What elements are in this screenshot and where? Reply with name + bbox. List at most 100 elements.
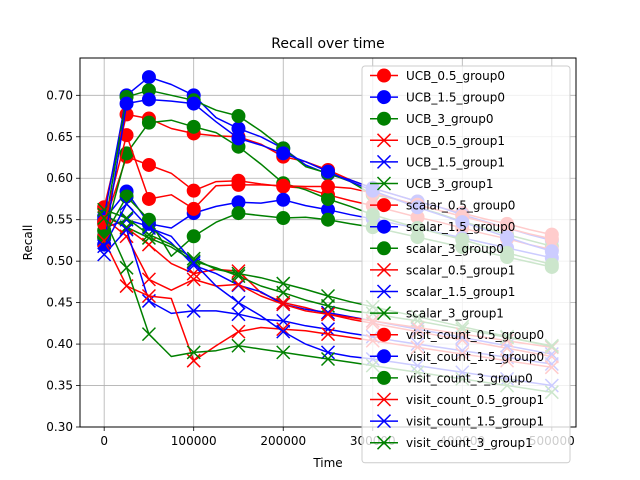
data-point — [141, 327, 156, 342]
data-point — [119, 128, 134, 143]
data-point — [276, 297, 291, 312]
legend-entry: UCB_1.5_group0 — [370, 90, 505, 105]
data-point — [119, 229, 134, 244]
data-point — [321, 212, 335, 227]
data-point — [186, 255, 201, 270]
y-tick-label: 0.60 — [46, 171, 73, 185]
legend-marker — [376, 176, 392, 191]
data-point — [320, 327, 336, 342]
y-tick-label: 0.55 — [46, 213, 73, 227]
legend-entry: visit_count_1.5_group1 — [370, 414, 544, 429]
x-tick-label: 200000 — [260, 434, 306, 448]
legend-marker — [377, 90, 391, 105]
data-point — [320, 288, 336, 304]
legend-label: scalar_3_group1 — [406, 307, 504, 321]
legend-label: visit_count_0.5_group0 — [406, 328, 544, 342]
legend-entry: UCB_3_group1 — [370, 176, 494, 191]
chart-title: Recall over time — [271, 36, 385, 52]
data-point — [276, 146, 291, 161]
data-point — [231, 324, 246, 339]
data-point — [186, 201, 201, 216]
legend-entry: scalar_0.5_group1 — [370, 262, 515, 277]
data-point — [119, 196, 134, 211]
legend-entry: scalar_1.5_group1 — [370, 284, 515, 299]
data-point — [320, 307, 336, 322]
data-point — [320, 305, 336, 320]
data-point — [276, 192, 291, 207]
data-point — [320, 351, 336, 367]
legend-marker — [377, 219, 391, 234]
data-point — [119, 222, 134, 237]
legend-entry: UCB_1.5_group1 — [370, 154, 505, 169]
data-point — [186, 272, 201, 287]
data-point — [141, 220, 156, 236]
legend-label: visit_count_1.5_group1 — [406, 415, 544, 429]
legend-marker — [376, 284, 392, 299]
legend-label: scalar_1.5_group1 — [406, 285, 515, 299]
legend-marker — [377, 370, 391, 385]
legend-label: UCB_1.5_group1 — [406, 155, 505, 169]
data-point — [231, 206, 246, 221]
legend-marker — [376, 392, 392, 407]
data-point — [141, 115, 156, 130]
legend-entry: scalar_3_group0 — [370, 241, 504, 256]
data-point — [119, 260, 134, 275]
legend-entry: scalar_1.5_group0 — [370, 219, 515, 234]
data-point — [321, 164, 335, 179]
legend-marker — [376, 414, 392, 429]
legend-label: UCB_1.5_group0 — [406, 91, 505, 105]
data-point — [231, 266, 246, 281]
data-point — [276, 324, 291, 339]
legend: UCB_0.5_group0 UCB_1.5_group0 UCB_3_group0… — [361, 65, 571, 464]
data-point — [231, 131, 246, 146]
data-point — [119, 96, 134, 111]
data-point — [276, 295, 291, 310]
data-point — [231, 295, 246, 310]
data-point — [231, 109, 246, 124]
data-point — [321, 191, 335, 206]
data-point — [186, 96, 201, 111]
data-point — [231, 307, 246, 322]
legend-marker — [376, 435, 392, 450]
legend-marker — [376, 133, 392, 148]
legend-entry: scalar_0.5_group0 — [370, 198, 515, 213]
legend-label: scalar_0.5_group0 — [406, 199, 515, 213]
y-tick-label: 0.45 — [46, 296, 73, 310]
legend-label: visit_count_3_group0 — [406, 371, 533, 385]
y-tick-label: 0.70 — [46, 88, 73, 102]
x-tick-label: 0 — [100, 434, 108, 448]
data-point — [276, 178, 291, 193]
data-point — [119, 189, 134, 204]
data-point — [186, 345, 201, 360]
legend-marker — [376, 306, 392, 321]
legend-label: UCB_0.5_group0 — [406, 69, 505, 83]
data-point — [231, 277, 246, 292]
legend-label: visit_count_3_group1 — [406, 436, 533, 450]
y-axis-ticks: 0.30 0.35 0.40 0.45 0.50 0.55 0.60 0.65 0.70 — [46, 88, 80, 434]
legend-label: UCB_0.5_group1 — [406, 134, 505, 148]
legend-marker — [377, 198, 391, 213]
data-point — [141, 92, 156, 107]
data-point — [231, 264, 246, 279]
legend-marker — [377, 327, 391, 342]
data-point — [186, 229, 201, 244]
legend-entry: UCB_3_group0 — [370, 111, 494, 126]
legend-entry: visit_count_1.5_group0 — [370, 349, 544, 364]
data-point — [97, 239, 112, 254]
legend-entry: UCB_0.5_group1 — [370, 133, 505, 148]
data-point — [186, 303, 201, 318]
data-point — [320, 345, 336, 360]
legend-marker — [377, 111, 391, 126]
y-tick-label: 0.35 — [46, 379, 73, 393]
legend-marker — [376, 262, 392, 277]
legend-label: scalar_0.5_group1 — [406, 263, 515, 277]
data-point — [97, 211, 112, 226]
legend-entry: visit_count_3_group0 — [370, 370, 533, 385]
y-tick-label: 0.30 — [46, 420, 73, 434]
data-point — [231, 177, 246, 192]
data-point — [231, 338, 246, 353]
data-point — [276, 276, 291, 291]
data-point — [141, 212, 156, 227]
legend-label: scalar_3_group0 — [406, 242, 504, 256]
legend-marker — [377, 68, 391, 83]
